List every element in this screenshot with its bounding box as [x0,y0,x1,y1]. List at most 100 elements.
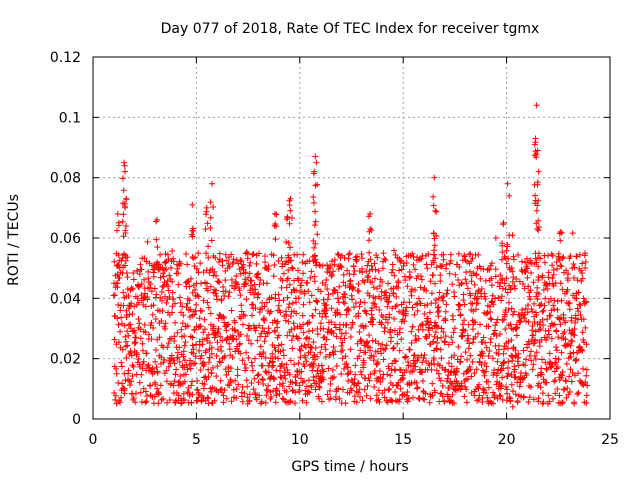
data-point [224,334,231,341]
data-point [397,367,404,374]
data-point [575,289,582,296]
data-point [384,319,391,326]
data-point [415,335,422,342]
data-point [441,398,448,405]
data-point [397,385,404,392]
data-point [227,365,234,372]
data-point [214,328,221,335]
data-point [583,341,590,348]
data-point [206,269,213,276]
data-point [236,340,243,347]
data-point [132,399,139,406]
data-point [351,393,358,400]
data-point [386,292,393,299]
data-point [238,258,245,265]
data-point [379,341,386,348]
data-point [345,377,352,384]
data-point [326,387,333,394]
data-point [334,310,341,317]
data-point [303,358,310,365]
data-point [391,315,398,322]
data-point [113,250,120,257]
data-point [283,311,290,318]
data-point [184,366,191,373]
data-point [362,349,369,356]
data-point [564,385,571,392]
data-point [576,251,583,258]
data-point [163,299,170,306]
data-point [485,378,492,385]
data-point [273,392,280,399]
data-point [148,319,155,326]
data-point [175,270,182,277]
data-point [189,342,196,349]
data-point [290,320,297,327]
data-point [412,266,419,273]
data-point [392,303,399,310]
data-point [534,147,541,154]
data-point [532,328,539,335]
data-point [278,284,285,291]
data-point [329,271,336,278]
data-point [551,306,558,313]
data-point [530,361,537,368]
data-point [397,258,404,265]
data-point [124,286,131,293]
data-point [337,263,344,270]
x-axis-label: GPS time / hours [291,459,408,475]
data-point [243,377,250,384]
data-point [412,286,419,293]
data-point [440,251,447,258]
data-point [532,192,539,199]
data-point [580,365,587,372]
data-point [539,316,546,323]
data-point [350,304,357,311]
data-point [417,284,424,291]
data-point [123,312,130,319]
data-point [400,374,407,381]
data-point [469,255,476,262]
data-point [511,282,518,289]
data-point [529,322,536,329]
data-point [564,286,571,293]
data-point [253,324,260,331]
data-point [369,337,376,344]
data-point [353,258,360,265]
data-point [466,251,473,258]
data-point [238,302,245,309]
data-point [525,283,532,290]
data-point [335,295,342,302]
data-point [461,393,468,400]
data-point [323,313,330,320]
data-point [286,383,293,390]
data-point [149,365,156,372]
data-point [566,373,573,380]
data-point [559,286,566,293]
data-point [174,349,181,356]
data-point [235,381,242,388]
data-point [253,396,260,403]
data-point [535,227,542,234]
data-point [534,225,541,232]
data-point [382,324,389,331]
data-point [166,294,173,301]
data-point [310,199,317,206]
data-point [385,386,392,393]
data-point [190,346,197,353]
data-point [200,297,207,304]
data-point [277,309,284,316]
data-point [296,382,303,389]
data-point [460,297,467,304]
data-point [527,287,534,294]
data-point [306,389,313,396]
data-point [344,364,351,371]
data-point [163,378,170,385]
data-point [401,299,408,306]
data-point [122,257,129,264]
data-point [201,361,208,368]
data-point [124,376,131,383]
data-point [376,306,383,313]
data-point [505,299,512,306]
data-point [416,395,423,402]
data-point [356,353,363,360]
